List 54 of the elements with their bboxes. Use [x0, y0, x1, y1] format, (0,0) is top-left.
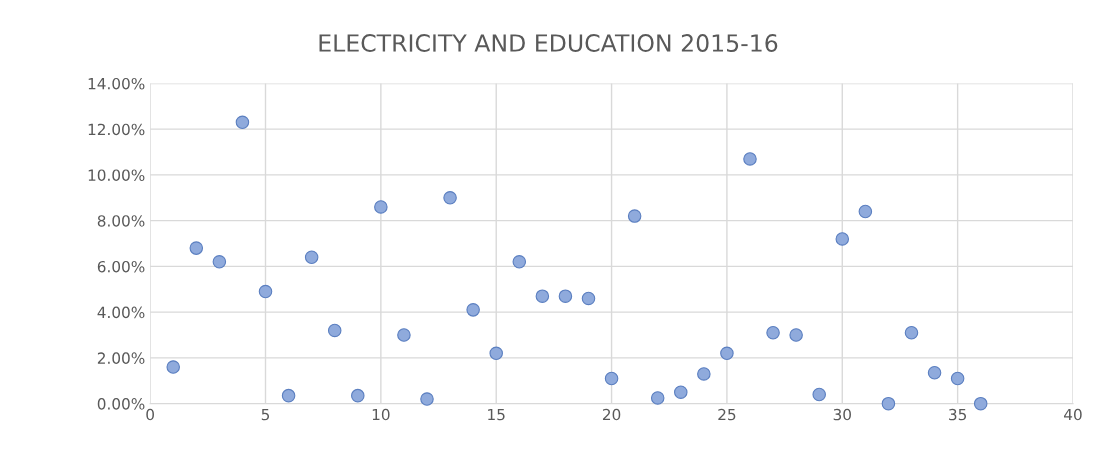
- point: [351, 388, 365, 403]
- point: [812, 387, 826, 402]
- point: [443, 191, 457, 205]
- point: [512, 255, 527, 269]
- point: [327, 323, 342, 338]
- y-tick-label: 10.00%: [88, 169, 145, 181]
- point: [166, 360, 180, 374]
- point: [720, 346, 734, 361]
- point: [835, 232, 850, 246]
- point: [650, 391, 665, 405]
- point: [258, 284, 273, 299]
- x-tick-label: 20: [602, 408, 621, 421]
- x-tick-label: 10: [372, 408, 390, 421]
- point: [397, 328, 411, 342]
- point: [973, 396, 988, 411]
- y-tick-label: 0.00%: [97, 398, 145, 410]
- x-tick-label: 5: [261, 408, 270, 421]
- x-tick-label: 0: [146, 408, 154, 421]
- chart-title: ELECTRICITY AND EDUCATION 2015-16: [319, 34, 778, 52]
- point: [212, 255, 227, 269]
- y-tick-label: 2.00%: [97, 352, 145, 364]
- point: [904, 325, 919, 340]
- point: [927, 366, 942, 380]
- y-tick-label: 12.00%: [88, 123, 145, 136]
- x-tick-label: 40: [1064, 408, 1082, 421]
- point: [489, 346, 503, 361]
- point: [604, 371, 619, 386]
- point: [466, 303, 480, 317]
- point: [581, 291, 596, 306]
- x-tick-label: 25: [718, 408, 736, 421]
- point: [881, 396, 896, 411]
- point: [535, 289, 550, 303]
- point: [743, 152, 757, 166]
- point: [304, 250, 319, 265]
- y-tick-label: 4.00%: [97, 306, 145, 319]
- y-tick-label: 8.00%: [97, 215, 145, 227]
- point: [281, 388, 296, 403]
- point: [374, 200, 388, 214]
- x-tick-label: 35: [949, 408, 967, 421]
- point: [697, 367, 711, 381]
- point: [420, 392, 434, 406]
- x-tick-label: 15: [488, 408, 505, 421]
- point: [558, 289, 573, 303]
- point: [235, 115, 250, 130]
- point: [766, 325, 780, 340]
- point: [789, 328, 803, 342]
- point: [950, 371, 965, 386]
- point: [189, 241, 204, 255]
- x-tick-label: 30: [833, 408, 851, 421]
- point: [627, 209, 642, 223]
- y-tick-label: 14.00%: [88, 77, 145, 90]
- point: [858, 204, 873, 219]
- point: [674, 385, 688, 399]
- y-tick-label: 6.00%: [97, 260, 145, 273]
